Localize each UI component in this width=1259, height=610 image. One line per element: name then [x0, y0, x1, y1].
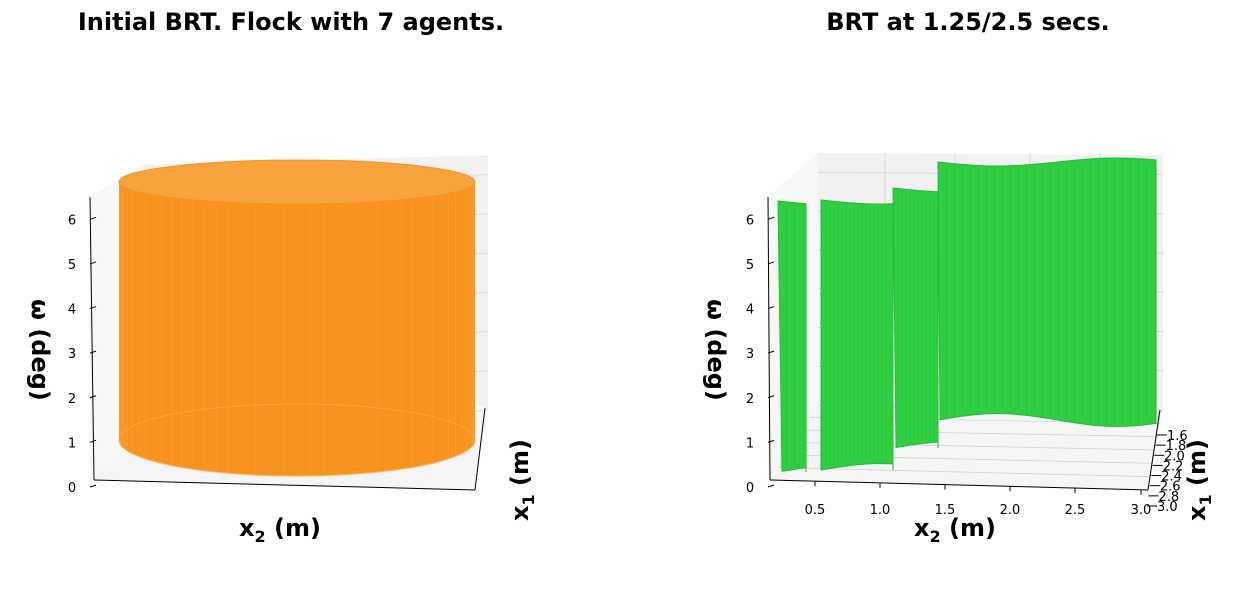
z-tick-label: 3: [68, 347, 76, 362]
z-tick-label: 0: [746, 481, 754, 496]
right-z-axis-line: [767, 196, 771, 481]
z-tick-label: 1: [68, 436, 76, 451]
z-tick-mark: [89, 350, 97, 354]
brt-wall: [777, 200, 807, 472]
z-tick-mark: [89, 306, 97, 310]
brt-wall: [937, 157, 1157, 427]
z-tick-label: 2: [746, 392, 754, 407]
cylinder-bottom-back-edge: [118, 403, 476, 441]
z-tick-label: 4: [746, 303, 754, 318]
z-tick-mark: [89, 395, 97, 399]
left-panel: Initial BRT. Flock with 7 agents. 0 1 2 3 4 5…: [26, 8, 538, 546]
y-tick-label: 2.0: [1164, 449, 1185, 464]
right-y-label: x1 (m): [1183, 439, 1215, 521]
right-panel: BRT at 1.25/2.5 secs. 0 1 2 3 4 5 6 0.5 1.0 1.5 2…: [702, 8, 1215, 546]
y-tick-label: 2.4: [1161, 470, 1182, 485]
z-tick-label: 5: [68, 258, 76, 273]
brt-wall: [820, 199, 894, 471]
y-tick-label: 1.6: [1167, 429, 1188, 444]
z-tick-mark: [767, 261, 775, 265]
right-y-ticks: 1.61.82.02.22.42.62.83.0: [1147, 429, 1188, 515]
z-tick-label: 3: [746, 347, 754, 362]
left-z-ticks: 0 1 2 3 4 5 6: [68, 213, 97, 496]
z-tick-mark: [767, 350, 775, 354]
x-tick-label: 1.5: [935, 503, 956, 518]
z-tick-mark: [767, 484, 775, 488]
z-tick-mark: [89, 216, 97, 220]
z-tick-label: 5: [746, 258, 754, 273]
y-tick-label: 2.2: [1163, 459, 1184, 474]
cylinder-bottom-edge: [118, 439, 476, 477]
z-tick-label: 2: [68, 392, 76, 407]
z-tick-label: 4: [68, 303, 76, 318]
left-y-label: x1 (m): [506, 439, 538, 521]
y-tick-label: 3.0: [1157, 500, 1178, 515]
x-tick-label: 3.0: [1131, 503, 1152, 518]
right-z-ticks: 0 1 2 3 4 5 6: [746, 213, 775, 496]
left-x-label: x2 (m): [239, 514, 321, 546]
x-tick-label: 1.0: [870, 503, 891, 518]
right-x-ticks: 0.5 1.0 1.5 2.0 2.5 3.0: [805, 481, 1152, 518]
z-tick-mark: [767, 216, 775, 220]
z-tick-mark: [767, 306, 775, 310]
z-tick-mark: [89, 261, 97, 265]
cylinder-top: [118, 159, 476, 205]
z-tick-mark: [767, 395, 775, 399]
y-tick-label: 2.6: [1160, 480, 1181, 495]
right-x-label: x2 (m): [914, 514, 996, 546]
right-y-axis-line: [1147, 409, 1161, 491]
x-tick-label: 0.5: [805, 503, 826, 518]
z-tick-mark: [767, 439, 775, 443]
right-z-label: ω (deg): [702, 299, 730, 401]
x-tick-label: 2.0: [1000, 503, 1021, 518]
z-tick-label: 6: [68, 213, 76, 228]
y-tick-label: 1.8: [1166, 439, 1187, 454]
z-tick-label: 6: [746, 213, 754, 228]
left-surface: [118, 159, 476, 477]
right-x-axis-line: [769, 479, 1149, 491]
brt-wall: [892, 187, 939, 449]
right-surface: [777, 157, 1157, 472]
left-title: Initial BRT. Flock with 7 agents.: [78, 8, 504, 36]
z-tick-label: 1: [746, 436, 754, 451]
z-tick-mark: [89, 484, 97, 488]
left-z-label: ω (deg): [26, 299, 54, 401]
grid-line: [777, 467, 1151, 478]
z-tick-mark: [89, 439, 97, 443]
right-title: BRT at 1.25/2.5 secs.: [826, 8, 1110, 36]
y-tick-label: 2.8: [1158, 490, 1179, 505]
left-z-axis-line: [89, 196, 95, 481]
x-tick-label: 2.5: [1065, 503, 1086, 518]
left-x-axis-line: [93, 479, 476, 491]
left-y-axis-line: [474, 407, 486, 491]
z-tick-label: 0: [68, 481, 76, 496]
